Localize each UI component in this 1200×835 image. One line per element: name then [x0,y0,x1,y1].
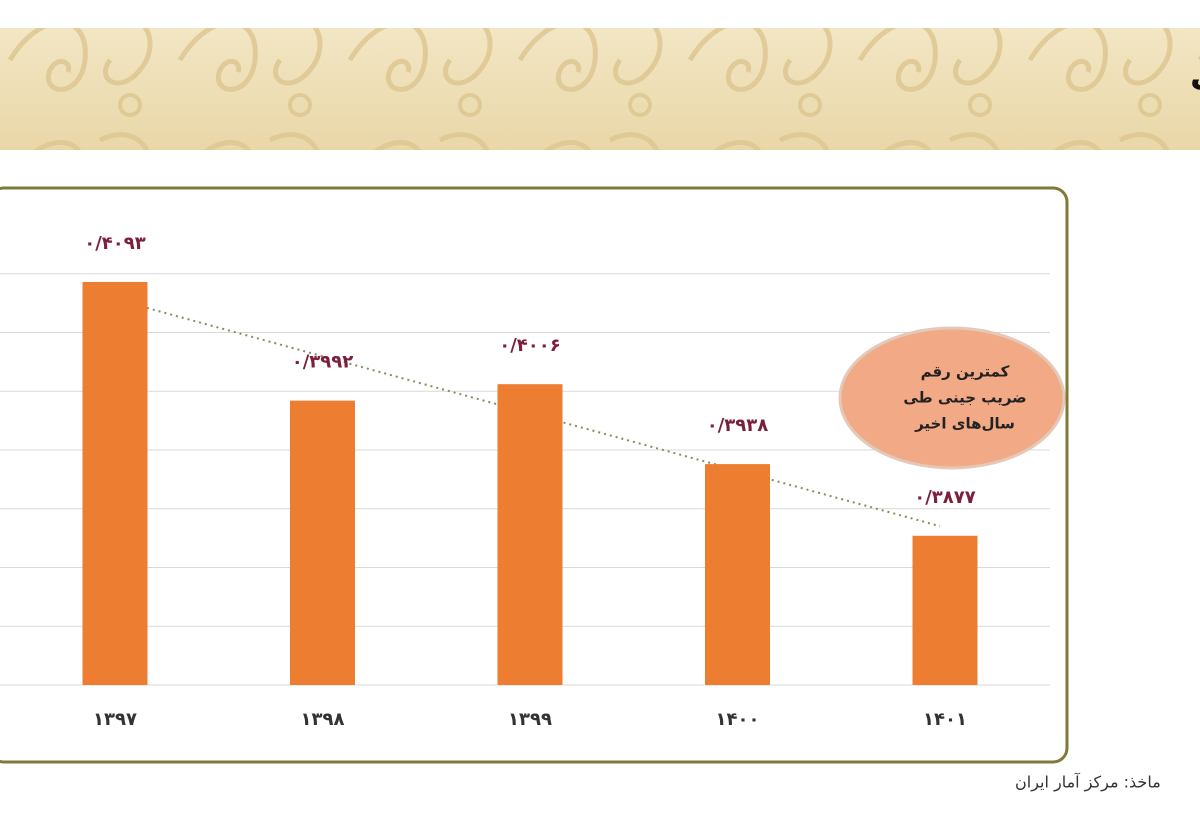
annotation-bubble [838,326,1066,470]
chart-title: ضریب جینی [1190,55,1200,95]
bar [82,281,148,685]
bar [912,535,978,685]
value-label: ۰/۴۰۰۶ [499,335,561,356]
value-label: ۰/۳۹۳۸ [707,415,769,436]
annotation-text: کمترین رقم [921,363,1010,381]
x-tick-label: ۱۴۰۱ [923,709,967,730]
value-label: ۰/۳۸۷۷ [914,487,976,508]
x-tick-label: ۱۴۰۰ [716,709,760,730]
value-label: ۰/۴۰۹۳ [84,233,146,254]
value-label: ۰/۳۹۹۲ [292,352,354,373]
bar [290,400,355,685]
x-tick-label: ۱۳۹۸ [301,709,345,730]
header-ornament [0,28,1200,150]
bar [705,464,770,685]
trendline [146,306,941,528]
bar [497,384,563,685]
x-tick-label: ۱۳۹۷ [93,709,137,730]
annotation-text: ضریب جینی طی [903,389,1026,407]
x-tick-label: ۱۳۹۹ [508,709,552,730]
source-note: ماخذ: مرکز آمار ایران [1015,773,1161,793]
annotation-text: سال‌های اخیر [914,415,1015,433]
